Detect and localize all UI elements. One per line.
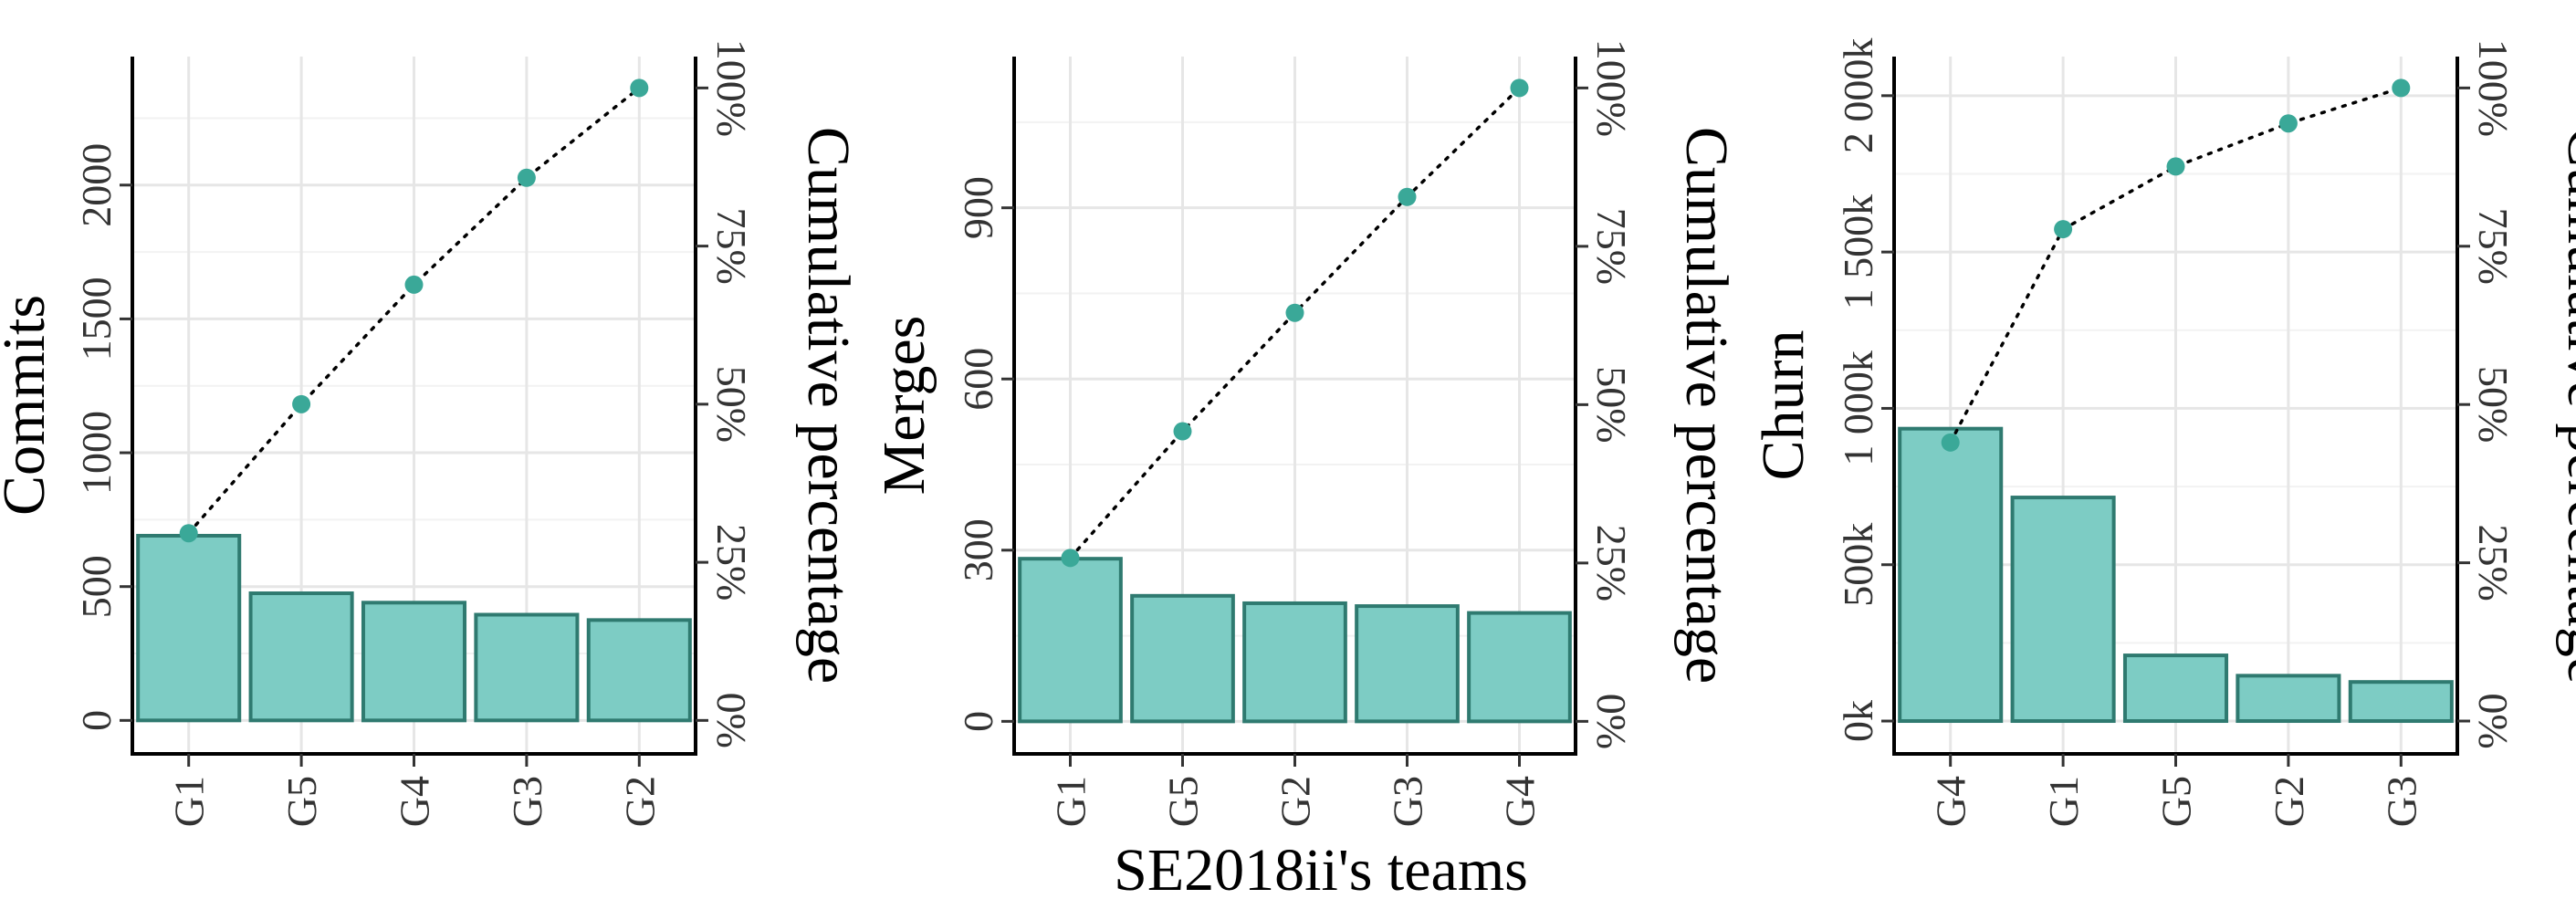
- cumulative-point-G1: [2054, 220, 2073, 239]
- bar-G1: [2010, 496, 2116, 724]
- y2-tick-label: 50%: [708, 366, 755, 443]
- x-tick-label-G4: G4: [1928, 776, 1974, 827]
- cumulative-point-G4: [1941, 433, 1960, 452]
- chart-panel-2: 0 300 600 900 0% 25% 50% 75% 100% G1 G5 G2 G3 G4 Merge…: [871, 39, 1740, 828]
- chart-panel-3: 0k 500k 1 000k 1 500k 2 000k 0% 25% 50% 75% 100% G…: [1750, 38, 2576, 828]
- y-tick-label: 2000: [73, 143, 120, 227]
- bar-G2: [586, 618, 692, 723]
- chart-panel-1: 0 500 1000 1500 2000 0% 25% 50% 75% 100% G1 G5 G4 G3 G…: [0, 39, 862, 828]
- cumulative-point-G3: [2392, 78, 2411, 98]
- y2-tick-label: 100%: [1588, 39, 1635, 137]
- x-tick-label-G2: G2: [2266, 776, 2312, 827]
- y-tick-label: 1 000k: [1835, 350, 1881, 466]
- y2-tick-label: 100%: [2470, 39, 2517, 137]
- x-tick-label-G2: G2: [1272, 776, 1319, 827]
- bar-G1: [1018, 557, 1123, 724]
- y-tick-label: 500: [73, 555, 120, 618]
- cumulative-point-G2: [630, 78, 649, 98]
- x-tick-label-G5: G5: [278, 776, 325, 827]
- bar-G4: [1467, 611, 1572, 724]
- cumulative-point-G4: [404, 275, 424, 294]
- y-axis-title: Commits: [0, 295, 58, 516]
- bar-G4: [1898, 426, 2004, 724]
- x-tick-label-G5: G5: [2153, 776, 2200, 827]
- bar-G5: [2122, 653, 2229, 724]
- x-tick-label-G4: G4: [1497, 776, 1544, 827]
- cumulative-point-G1: [1061, 549, 1080, 568]
- y-tick-label: 1 500k: [1835, 194, 1881, 310]
- bar-G5: [248, 591, 354, 723]
- y-tick-label: 0: [73, 710, 120, 731]
- bar-G4: [361, 601, 467, 723]
- y2-tick-label: 75%: [2470, 208, 2517, 285]
- cumulative-point-G4: [1510, 78, 1529, 98]
- cumulative-point-G5: [292, 394, 311, 413]
- cumulative-point-G3: [517, 168, 536, 187]
- bar-G1: [136, 533, 242, 723]
- y-tick-label: 1000: [73, 411, 120, 495]
- bar-G3: [1355, 604, 1460, 724]
- cumulative-point-G3: [1398, 187, 1417, 206]
- y-tick-label: 0: [955, 711, 1001, 732]
- bar-G5: [1130, 593, 1235, 724]
- bar-G2: [1242, 601, 1347, 724]
- x-tick-label-G1: G1: [2040, 776, 2087, 827]
- x-tick-label-G5: G5: [1160, 776, 1207, 827]
- cumulative-point-G2: [2278, 114, 2298, 133]
- y-axis-title: Merges: [871, 316, 937, 496]
- bar-G3: [474, 612, 580, 723]
- y2-axis-title: Cumulative percentage: [2555, 127, 2576, 684]
- y-tick-label: 1500: [73, 277, 120, 361]
- y-tick-label: 500k: [1835, 523, 1881, 607]
- shared-x-axis-title: SE2018ii's teams: [1114, 837, 1528, 899]
- y-tick-label: 2 000k: [1835, 38, 1881, 153]
- y2-tick-label: 100%: [708, 39, 755, 137]
- y2-axis-title: Cumulative percentage: [795, 127, 862, 684]
- cumulative-point-G5: [1173, 422, 1192, 441]
- y-tick-label: 300: [955, 518, 1001, 581]
- cumulative-point-G1: [179, 524, 198, 543]
- x-tick-label-G1: G1: [166, 776, 213, 827]
- cumulative-point-G5: [2166, 157, 2185, 176]
- x-tick-label-G3: G3: [2378, 776, 2424, 827]
- bar-G3: [2348, 680, 2454, 724]
- y2-tick-label: 25%: [1588, 525, 1635, 601]
- x-tick-label-G1: G1: [1048, 776, 1094, 827]
- cumulative-point-G2: [1285, 303, 1304, 322]
- x-tick-label-G4: G4: [392, 776, 438, 827]
- y2-tick-label: 0%: [2470, 693, 2517, 748]
- y2-tick-label: 25%: [708, 524, 755, 601]
- y2-axis-title: Cumulative percentage: [1673, 127, 1740, 684]
- y2-tick-label: 25%: [2470, 524, 2517, 601]
- bar-G2: [2236, 674, 2341, 724]
- x-tick-label-G3: G3: [504, 776, 550, 827]
- y-tick-label: 0k: [1835, 700, 1881, 742]
- y2-tick-label: 75%: [1588, 208, 1635, 285]
- y2-tick-label: 75%: [708, 207, 755, 284]
- y2-tick-label: 0%: [1588, 694, 1635, 749]
- y2-tick-label: 50%: [1588, 366, 1635, 443]
- y2-tick-label: 0%: [708, 693, 755, 748]
- y-tick-label: 900: [955, 176, 1001, 239]
- y-tick-label: 600: [955, 348, 1001, 411]
- y-axis-title: Churn: [1750, 330, 1817, 481]
- x-tick-label-G2: G2: [616, 776, 663, 827]
- y2-tick-label: 50%: [2470, 366, 2517, 443]
- x-tick-label-G3: G3: [1385, 776, 1431, 827]
- cumulative-line: [186, 86, 642, 535]
